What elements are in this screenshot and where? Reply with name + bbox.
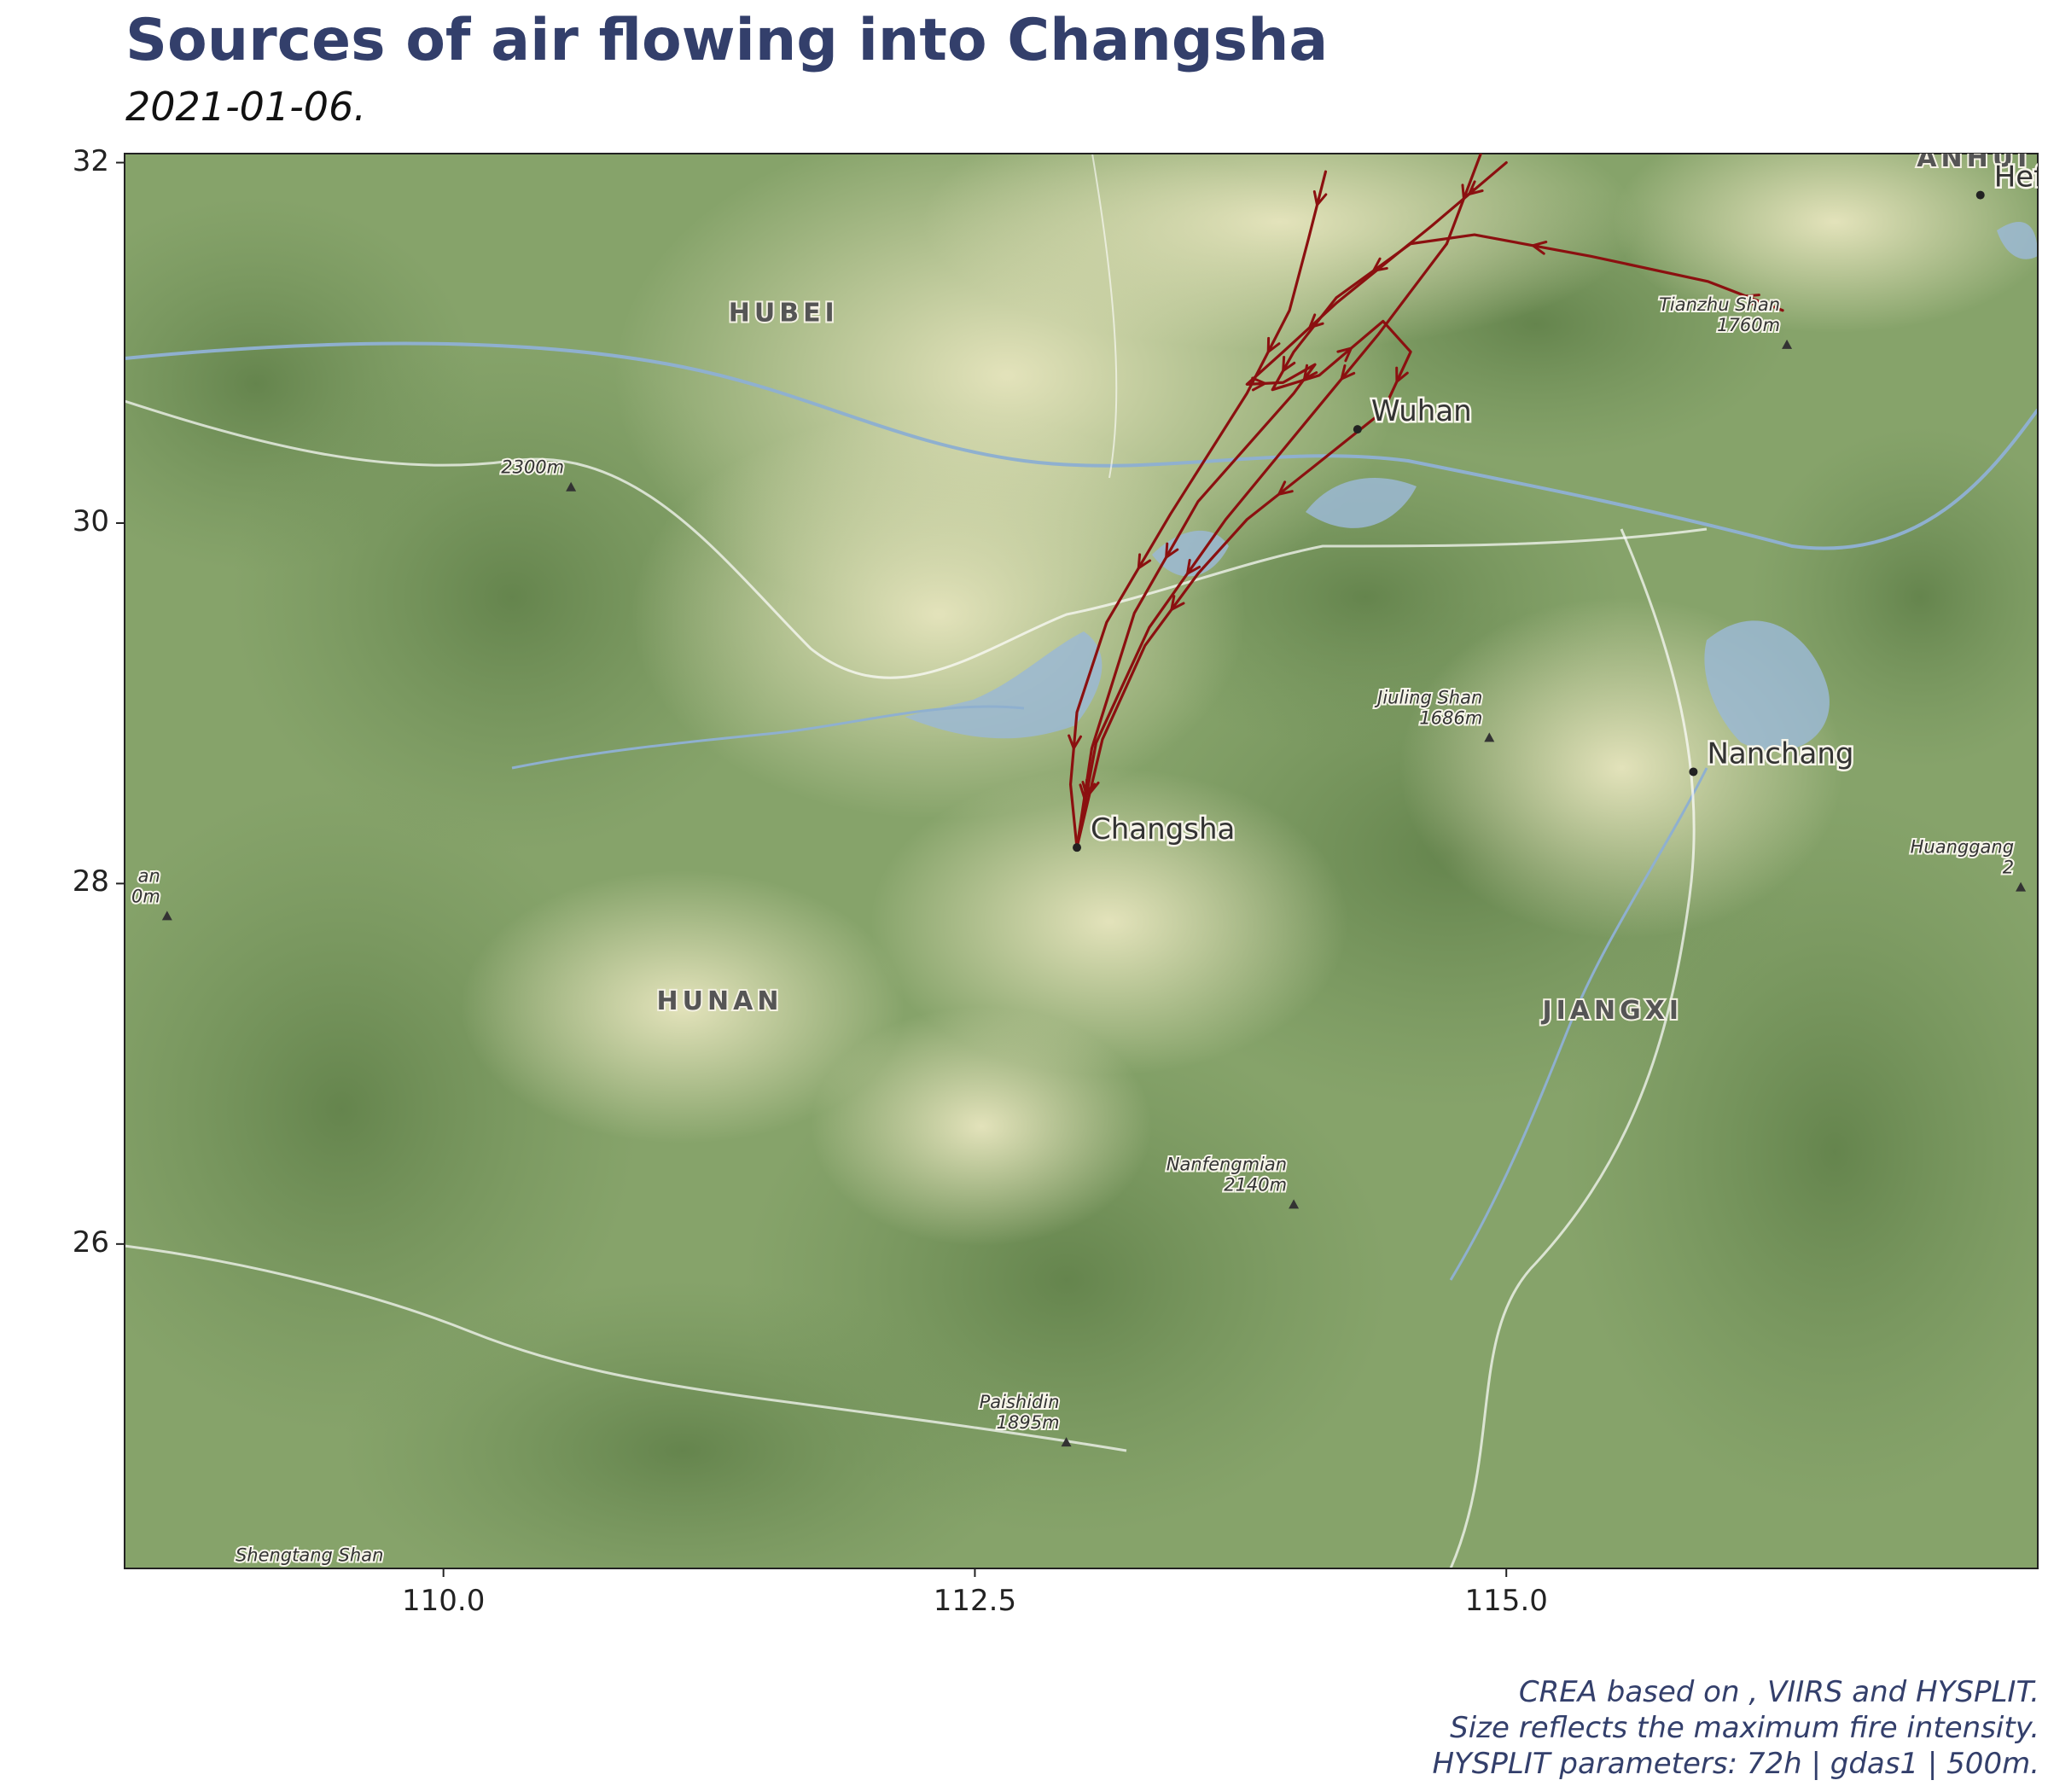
city-marker [1975,190,1985,200]
caption-line: CREA based on , VIIRS and HYSPLIT. [1518,1675,2039,1709]
trajectory-arrow [1312,190,1328,208]
x-tick-label: 115.0 [1464,1584,1548,1618]
trajectory-arrow [1169,595,1185,613]
peak-label: Huanggang 2 [1911,837,2014,878]
trajectory-arrow [1336,346,1354,363]
trajectory-arrow [1185,558,1201,576]
peak-marker [566,481,577,492]
peak-name: Nanfengmian [1167,1154,1287,1174]
x-tick-label: 110.0 [401,1584,486,1618]
y-tick-label: 32 [72,143,109,178]
city-label: Hefei [1994,160,2048,195]
peak-label: Shengtang Shan [236,1545,383,1566]
y-tick-label: 28 [72,864,109,899]
caption-line: Size reflects the maximum fire intensity… [1450,1711,2039,1745]
chart-subtitle: 2021-01-06. [125,84,366,130]
region-label: HUNAN [657,986,783,1016]
region-label: JIANGXI [1540,996,1683,1026]
peak-marker [1782,339,1793,349]
trajectory-arrow [1395,366,1409,385]
peak-label: Nanfengmian 2140m [1167,1154,1287,1195]
peak-elevation: 1686m [1419,707,1482,728]
trajectory-arrow [1370,257,1388,273]
peak-marker [1484,732,1495,742]
peak-name: an [138,865,160,886]
trajectory-layer [1068,154,1784,849]
trajectory-line [1068,170,1328,849]
y-tick-label: 30 [72,503,109,538]
chart-title: Sources of air flowing into Changsha [125,7,1329,74]
peak-name: Huanggang [1911,837,2014,858]
peak-marker [1061,1437,1072,1447]
city-label: Wuhan [1371,394,1472,428]
peak-name: Shengtang Shan [236,1545,383,1566]
caption: CREA based on , VIIRS and HYSPLIT. Size … [1432,1674,2039,1782]
peak-name: Tianzhu Shan [1659,294,1780,315]
peak-elevation: 0m [131,886,160,906]
trajectory-arrow [1251,376,1268,392]
trajectory-arrow [1307,313,1324,330]
city-marker [1073,843,1082,852]
trajectory-arrow [1276,480,1294,497]
trajectory-line [1075,160,1508,849]
axis-ticks [116,161,1508,1577]
basemap-terrain [125,154,2038,1568]
y-tick-label: 26 [72,1225,109,1260]
trajectory-arrow [1743,294,1760,308]
x-tick-label: 112.5 [933,1584,1017,1618]
peak-label: an 0m [131,865,160,906]
trajectory-arrow [1164,542,1179,561]
peak-label: 2300m [501,457,564,478]
trajectory-arrow [1266,336,1281,355]
peak-elevation: 1895m [997,1412,1060,1433]
peak-label: Tianzhu Shan 1760m [1659,294,1780,335]
peak-elevation: 2300m [501,457,564,478]
peak-elevation: 2 [2003,858,2014,878]
trajectory-arrow [1466,180,1484,196]
peak-elevation: 1760m [1717,315,1780,335]
plot-frame [124,153,2039,1569]
city-label: Nanchang [1707,736,1853,771]
peak-elevation: 2140m [1224,1174,1287,1195]
trajectory-arrow [1068,734,1082,752]
trajectory-arrow [1529,240,1548,255]
caption-line: HYSPLIT parameters: 72h | gdas1 | 500m. [1432,1747,2039,1781]
peak-name: Paishidin [980,1392,1060,1412]
trajectory-line [1075,154,1482,849]
peak-marker [161,911,172,921]
peak-label: Jiuling Shan 1686m [1374,687,1482,728]
trajectory-arrow [1339,364,1356,381]
city-label: Changsha [1091,812,1235,847]
peak-marker [2016,881,2027,892]
map-labels: HUBEI HUNAN JIANGXI ANHUI Changsha Wuhan Nanch… [130,143,2048,1568]
peak-label: Paishidin 1895m [980,1392,1060,1433]
trajectory-arrow [1137,553,1152,571]
peak-marker [1289,1199,1300,1209]
peak-name: Jiuling Shan [1374,687,1482,707]
region-label: ANHUI [1917,143,2031,173]
trajectory-arrow [1281,356,1296,374]
region-label: HUBEI [729,298,839,328]
city-marker [1353,425,1362,434]
city-marker [1689,767,1698,777]
trajectory-arrow [1085,778,1100,797]
